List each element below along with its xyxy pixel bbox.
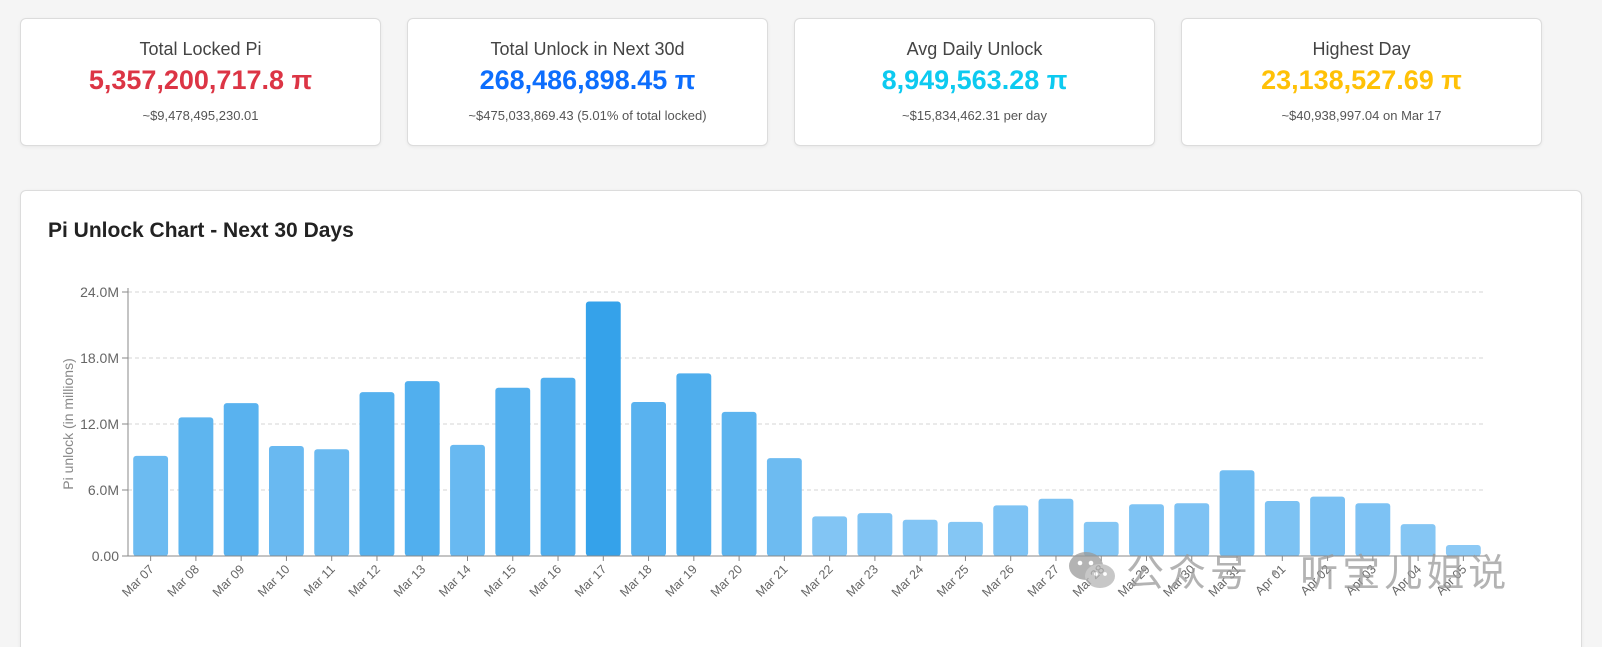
bar[interactable] [450, 444, 485, 556]
x-tick-label: Mar 10 [255, 562, 292, 599]
card-title: Highest Day [1312, 39, 1411, 59]
x-tick-label: Mar 14 [436, 562, 473, 599]
x-tick-label: Mar 17 [572, 562, 609, 599]
y-tick-label: 6.0M [88, 482, 119, 498]
chart-panel: Pi Unlock Chart - Next 30 Days 0.00 6.0M 1… [20, 190, 1582, 647]
card-title: Total Locked Pi [139, 39, 262, 59]
bar[interactable] [766, 458, 802, 556]
x-tick-label: Mar 24 [889, 562, 926, 599]
card-subtext: ~$15,834,462.31 per day [902, 108, 1047, 123]
watermark-text: 公众号 · 听宝儿姐说 [1126, 551, 1511, 595]
x-tick-label: Mar 27 [1025, 562, 1062, 599]
watermark: 公众号 · 听宝儿姐说 [1068, 542, 1510, 597]
card-value: 23,138,527.69 π [1261, 65, 1462, 95]
x-tick-label: Mar 13 [391, 562, 428, 599]
stat-cards: Total Locked Pi 5,357,200,717.8 π ~$9,47… [20, 18, 1582, 146]
bar[interactable] [359, 392, 395, 556]
card-subtext: ~$40,938,997.04 on Mar 17 [1281, 108, 1442, 123]
card-title: Total Unlock in Next 30d [490, 39, 685, 59]
x-tick-label: Mar 16 [527, 562, 564, 599]
bar[interactable] [857, 513, 893, 556]
card-subtext: ~$9,478,495,230.01 [142, 108, 259, 123]
chart-grid [128, 291, 1486, 491]
bar[interactable] [133, 455, 169, 556]
x-tick-label: Mar 22 [798, 562, 835, 599]
card-subtext: ~$475,033,869.43 (5.01% of total locked) [468, 108, 707, 123]
bar[interactable] [1129, 504, 1164, 556]
bar[interactable] [1219, 470, 1255, 556]
bar[interactable] [585, 301, 621, 556]
y-tick-label: 24.0M [80, 284, 119, 300]
bar[interactable] [676, 373, 712, 556]
x-tick-label: Mar 21 [753, 562, 790, 599]
bar[interactable] [1355, 503, 1391, 556]
bar[interactable] [269, 446, 304, 556]
bar[interactable] [540, 377, 576, 556]
card-value: 268,486,898.45 π [479, 65, 696, 95]
y-tick-label: 0.00 [92, 548, 119, 564]
y-tick-label: 12.0M [80, 416, 119, 432]
card-value: 8,949,563.28 π [881, 65, 1068, 95]
card-title: Avg Daily Unlock [906, 39, 1043, 59]
card-highest-day: Highest Day 23,138,527.69 π ~$40,938,997… [1181, 18, 1542, 146]
bar[interactable] [1264, 501, 1300, 556]
card-avg-daily-unlock: Avg Daily Unlock 8,949,563.28 π ~$15,834… [794, 18, 1155, 146]
bar[interactable] [1174, 503, 1210, 556]
card-value: 5,357,200,717.8 π [88, 65, 313, 95]
bar[interactable] [1400, 524, 1436, 556]
bar[interactable] [178, 417, 214, 556]
bar[interactable] [812, 516, 848, 556]
x-tick-label: Mar 20 [708, 562, 745, 599]
x-tick-label: Mar 23 [844, 562, 881, 599]
x-tick-label: Mar 09 [210, 562, 247, 599]
chart-title: Pi Unlock Chart - Next 30 Days [48, 219, 354, 242]
x-tick-label: Mar 25 [934, 562, 971, 599]
x-tick-label: Mar 08 [165, 562, 202, 599]
x-tick-label: Mar 26 [979, 562, 1016, 599]
bar[interactable] [1038, 498, 1074, 556]
card-total-unlock-30d: Total Unlock in Next 30d 268,486,898.45 … [407, 18, 768, 146]
bar[interactable] [902, 519, 938, 556]
bar[interactable] [495, 387, 531, 556]
bar[interactable] [404, 381, 440, 556]
x-tick-label: Mar 12 [346, 562, 383, 599]
bar[interactable] [223, 403, 259, 556]
bar[interactable] [1083, 521, 1119, 556]
card-total-locked: Total Locked Pi 5,357,200,717.8 π ~$9,47… [20, 18, 381, 146]
x-tick-label: Mar 15 [481, 562, 518, 599]
y-axis-label: Pi unlock (in millions) [60, 358, 76, 489]
x-tick-label: Mar 11 [301, 562, 338, 599]
x-tick-label: Mar 07 [119, 562, 156, 599]
bar[interactable] [1310, 496, 1345, 556]
bar[interactable] [631, 402, 666, 556]
wechat-icon [1069, 551, 1115, 588]
bar[interactable] [721, 411, 757, 556]
x-tick-label: Mar 19 [663, 562, 700, 599]
bar[interactable] [314, 449, 350, 556]
x-tick-label: Mar 18 [617, 562, 654, 599]
bar[interactable] [993, 505, 1029, 556]
bar[interactable] [1445, 545, 1481, 556]
chart-bars [133, 301, 1481, 556]
y-tick-label: 18.0M [80, 350, 119, 366]
y-axis: 0.00 6.0M 12.0M 18.0M 24.0M [80, 284, 129, 564]
bar[interactable] [948, 521, 983, 556]
